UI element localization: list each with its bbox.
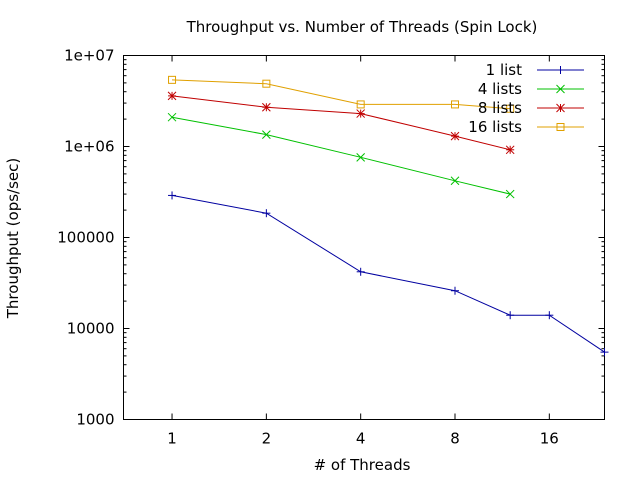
series-line-16-lists (171, 79, 511, 110)
data-point-4-lists (356, 152, 366, 162)
series-4-lists (167, 112, 515, 199)
data-point-8-lists (356, 109, 366, 118)
legend-label: 8 lists (478, 99, 522, 117)
y-tick-label: 1000 (76, 411, 114, 429)
x-tick-label: 16 (540, 430, 559, 448)
x-tick-label: 1 (167, 430, 177, 448)
legend-marker (556, 123, 565, 131)
data-point-1-list (262, 209, 271, 218)
data-point-16-lists (262, 79, 271, 88)
series-16-lists (168, 75, 515, 113)
legend-label: 1 list (486, 61, 522, 79)
legend-entry-4-lists: 4 lists (478, 80, 584, 98)
data-point-16-lists (451, 100, 460, 109)
data-point-8-lists (167, 91, 177, 101)
data-point-4-lists (450, 176, 460, 186)
x-tick-label: 8 (450, 430, 460, 448)
legend-marker (556, 66, 565, 74)
axis-ticks: 1000 10000 100000 1e+06 1e+07 1 2 4 8 16 (57, 47, 605, 448)
series-line-8-lists (171, 95, 511, 151)
series-line-1-list (171, 194, 605, 353)
data-point-16-lists (506, 104, 515, 113)
x-tick-label: 2 (262, 430, 272, 448)
legend-entry-16-lists: 16 lists (468, 118, 584, 136)
x-tick-label: 4 (356, 430, 366, 448)
legend-marker (556, 103, 565, 113)
data-point-1-list (168, 191, 177, 200)
data-point-1-list (451, 286, 460, 295)
data-point-4-lists (262, 130, 271, 139)
series-8-lists (167, 91, 515, 155)
x-axis-title: # of Threads (314, 456, 411, 474)
y-tick-label: 100000 (57, 229, 114, 247)
data-point-8-lists (450, 131, 460, 141)
data-point-1-list (506, 311, 515, 320)
legend-marker (556, 84, 565, 94)
legend-entry-8-lists: 8 lists (478, 99, 584, 117)
series-layer (167, 75, 609, 357)
data-point-4-lists (505, 189, 515, 199)
legend-label: 16 lists (468, 118, 522, 136)
y-tick-label: 1e+06 (64, 138, 114, 156)
legend-label: 4 lists (478, 80, 522, 98)
data-point-8-lists (262, 102, 271, 112)
chart-title: Throughput vs. Number of Threads (Spin L… (186, 18, 538, 36)
data-point-1-list (356, 267, 365, 276)
data-point-8-lists (505, 145, 515, 155)
data-point-4-lists (167, 112, 177, 122)
data-point-1-list (545, 311, 554, 320)
y-tick-label: 10000 (67, 320, 115, 338)
data-point-16-lists (168, 75, 177, 84)
y-tick-label: 1e+07 (64, 47, 114, 65)
data-point-1-list (600, 348, 609, 357)
y-axis-title: Throughput (ops/sec) (4, 158, 22, 319)
series-line-4-lists (171, 116, 511, 195)
series-1-list (168, 191, 609, 357)
data-point-16-lists (356, 100, 365, 109)
legend-entry-1-list: 1 list (486, 61, 584, 79)
